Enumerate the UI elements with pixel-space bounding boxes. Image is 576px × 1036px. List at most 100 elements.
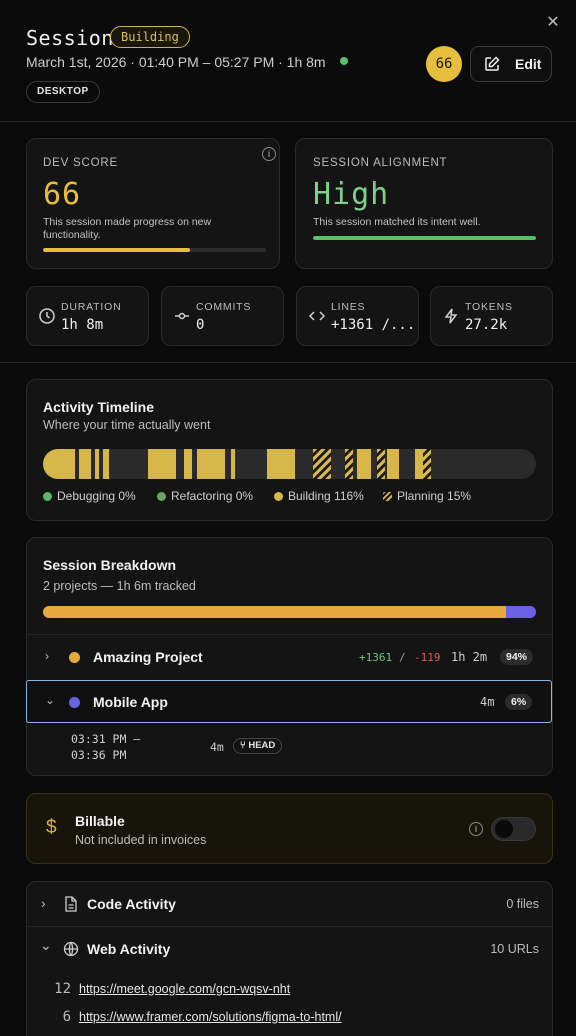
url-visit-count: 6 xyxy=(62,1009,71,1025)
legend-label: Refactoring 0% xyxy=(171,489,254,503)
web-activity-row[interactable]: ⌄ Web Activity 10 URLs xyxy=(27,927,552,971)
dev-score-bar-fill xyxy=(43,248,191,252)
dev-score-bar xyxy=(43,248,266,252)
branch-name: HEAD xyxy=(248,740,276,751)
timeline-segment-building xyxy=(357,449,371,479)
session-header: ✕ Session Building March 1st, 2026 · 01:… xyxy=(0,0,576,122)
breakdown-title: Session Breakdown xyxy=(43,557,177,573)
project-row-mobile[interactable]: ⌄ Mobile App 4m 6% xyxy=(26,680,552,723)
dev-score-description: This session made progress on new functi… xyxy=(43,216,212,241)
chevron-right-icon: › xyxy=(41,895,46,911)
project-percent: 94% xyxy=(500,649,534,665)
code-icon xyxy=(308,311,326,321)
stat-value: +1361 /... xyxy=(331,317,416,333)
stat-commits: COMMITS 0 xyxy=(161,286,284,346)
activity-timeline-bar[interactable] xyxy=(43,449,536,479)
project-share-mobile xyxy=(506,606,536,618)
legend-label: Planning 15% xyxy=(397,489,472,503)
project-time: 1h 2m xyxy=(451,650,488,664)
breakdown-subtitle: 2 projects — 1h 6m tracked xyxy=(43,579,196,593)
page-title: Session xyxy=(26,26,114,50)
activity-divider xyxy=(27,926,552,927)
billable-subtitle: Not included in invoices xyxy=(75,833,207,847)
timeline-segment-planning xyxy=(377,449,385,479)
info-icon[interactable]: i xyxy=(469,822,483,836)
breakdown-divider xyxy=(27,634,552,635)
clock-icon xyxy=(39,308,55,324)
legend-dot xyxy=(274,492,283,501)
edit-button-label: Edit xyxy=(515,56,542,72)
project-name: Amazing Project xyxy=(93,649,203,665)
status-badge: Building xyxy=(110,26,190,48)
score-avatar: 66 xyxy=(426,46,462,82)
timeline-segment-planning xyxy=(345,449,353,479)
lines-removed: -119 xyxy=(414,651,441,664)
timeline-segment-building xyxy=(148,449,176,479)
alignment-bar xyxy=(313,236,536,240)
stat-duration: DURATION 1h 8m xyxy=(26,286,149,346)
timeline-segment-building xyxy=(387,449,399,479)
timeline-segment-planning xyxy=(423,449,431,479)
alignment-caption: SESSION ALIGNMENT xyxy=(313,157,448,169)
code-activity-row[interactable]: › Code Activity 0 files xyxy=(27,882,552,926)
dev-score-caption: DEV SCORE xyxy=(43,157,118,169)
lines-added: +1361 xyxy=(359,651,393,664)
close-icon[interactable]: ✕ xyxy=(546,14,560,31)
session-entry-range-start: 03:31 PM – xyxy=(71,732,141,746)
toggle-knob xyxy=(495,820,513,838)
commit-icon xyxy=(175,312,189,320)
chevron-right-icon: › xyxy=(45,649,49,663)
stat-value: 0 xyxy=(196,317,205,333)
stat-tokens: TOKENS 27.2k xyxy=(430,286,553,346)
timeline-segment-building xyxy=(79,449,91,479)
pencil-square-icon xyxy=(485,56,500,71)
session-entry-duration: 4m xyxy=(210,740,224,754)
session-meta: March 1st, 2026 · 01:40 PM – 05:27 PM · … xyxy=(26,54,326,70)
lines-separator: / xyxy=(399,651,406,664)
timeline-segment-building xyxy=(231,449,235,479)
project-percent: 6% xyxy=(505,694,533,710)
legend-debugging: Debugging 0% xyxy=(43,489,136,503)
url-visit-count: 12 xyxy=(54,981,71,997)
legend-dot xyxy=(43,492,52,501)
edit-button[interactable]: Edit xyxy=(470,46,552,82)
legend-stripe xyxy=(383,492,392,501)
session-breakdown-card xyxy=(26,537,553,776)
project-color-dot xyxy=(69,652,80,663)
session-entry-range-end: 03:36 PM xyxy=(71,748,127,762)
stat-value: 1h 8m xyxy=(61,317,104,333)
activity-sections-card xyxy=(26,881,553,1036)
project-color-dot xyxy=(69,697,80,708)
device-badge: DESKTOP xyxy=(26,81,100,103)
timeline-segment-building xyxy=(267,449,295,479)
legend-dot xyxy=(157,492,166,501)
billable-toggle[interactable] xyxy=(491,817,536,841)
url-link[interactable]: https://www.framer.com/solutions/figma-t… xyxy=(79,1010,342,1024)
legend-label: Building 116% xyxy=(288,489,364,503)
project-time: 4m xyxy=(480,695,495,709)
chevron-down-icon: ⌄ xyxy=(40,937,52,953)
bolt-icon xyxy=(444,308,458,324)
project-share-amazing xyxy=(43,606,506,618)
timeline-segment-building xyxy=(415,449,423,479)
stat-caption: TOKENS xyxy=(465,301,513,313)
alignment-bar-fill xyxy=(313,236,536,240)
legend-label: Debugging 0% xyxy=(57,489,136,503)
stat-value: 27.2k xyxy=(465,317,508,333)
section-divider xyxy=(0,362,576,363)
chevron-down-icon: ⌄ xyxy=(45,693,56,707)
timeline-title: Activity Timeline xyxy=(43,399,155,415)
branch-badge: ⑂ HEAD xyxy=(233,738,283,754)
timeline-subtitle: Where your time actually went xyxy=(43,418,211,432)
branch-icon: ⑂ xyxy=(240,740,246,751)
timeline-segment-building xyxy=(197,449,225,479)
stat-caption: DURATION xyxy=(61,301,122,313)
project-row-amazing[interactable]: › Amazing Project +1361 / -119 1h 2m 94% xyxy=(26,636,552,678)
info-icon[interactable]: i xyxy=(262,147,276,161)
project-share-bar xyxy=(43,606,536,618)
file-icon xyxy=(65,896,77,912)
billable-title: Billable xyxy=(75,813,125,829)
alignment-description: This session matched its intent well. xyxy=(313,216,481,228)
url-link[interactable]: https://meet.google.com/gcn-wqsv-nht xyxy=(79,982,291,996)
legend-refactoring: Refactoring 0% xyxy=(157,489,253,503)
